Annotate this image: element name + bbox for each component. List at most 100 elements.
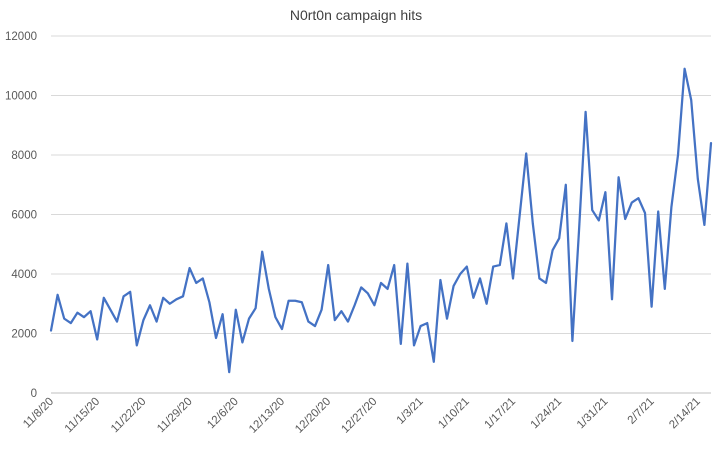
series-group [49, 67, 713, 374]
data-point [525, 152, 527, 154]
data-point [340, 310, 342, 312]
data-point [182, 295, 184, 297]
data-point [307, 320, 309, 322]
data-point [419, 325, 421, 327]
data-point [604, 191, 606, 193]
data-point [89, 310, 91, 312]
data-point [393, 264, 395, 266]
data-point [452, 285, 454, 287]
data-point [334, 319, 336, 321]
data-point [472, 297, 474, 299]
data-point [327, 264, 329, 266]
data-point [96, 338, 98, 340]
x-tick-label: 11/8/20 [21, 396, 56, 431]
data-point [485, 303, 487, 305]
data-point [545, 282, 547, 284]
data-point [149, 304, 151, 306]
data-point [241, 341, 243, 343]
data-point [558, 237, 560, 239]
data-point [446, 317, 448, 319]
y-tick-label: 4000 [11, 269, 37, 281]
x-tick-label: 11/29/20 [155, 396, 195, 436]
data-point [644, 212, 646, 214]
data-point [353, 304, 355, 306]
x-tick-label: 12/27/20 [339, 396, 379, 436]
data-point [63, 317, 65, 319]
data-point [400, 343, 402, 345]
data-point [518, 215, 520, 217]
x-tick-label: 2/7/21 [626, 396, 657, 427]
data-point [320, 309, 322, 311]
data-point [439, 279, 441, 281]
y-tick-label: 10000 [5, 91, 37, 103]
data-point [492, 265, 494, 267]
data-point [677, 154, 679, 156]
data-point [584, 111, 586, 113]
data-point [565, 184, 567, 186]
y-tick-label: 6000 [11, 210, 37, 222]
data-point [83, 316, 85, 318]
x-tick-label: 1/10/21 [436, 396, 472, 432]
data-point [70, 322, 72, 324]
data-point [261, 250, 263, 252]
data-point [268, 288, 270, 290]
data-point [360, 286, 362, 288]
data-point [551, 249, 553, 251]
data-point [195, 282, 197, 284]
data-point [215, 337, 217, 339]
data-point [175, 298, 177, 300]
y-tick-label: 2000 [11, 329, 37, 341]
data-point [664, 288, 666, 290]
data-point [413, 344, 415, 346]
chart-title: N0rt0n campaign hits [290, 7, 422, 23]
data-point [499, 264, 501, 266]
data-point [598, 219, 600, 221]
data-point [703, 224, 705, 226]
data-point [657, 210, 659, 212]
data-point [287, 300, 289, 302]
data-point [617, 176, 619, 178]
data-point [591, 209, 593, 211]
y-tick-label: 8000 [11, 150, 37, 162]
data-point [116, 320, 118, 322]
data-point [571, 340, 573, 342]
data-point [314, 325, 316, 327]
x-tick-label: 11/22/20 [109, 396, 149, 436]
x-tick-label: 1/24/21 [529, 396, 565, 432]
data-point [221, 313, 223, 315]
data-point [479, 277, 481, 279]
data-point [466, 265, 468, 267]
data-point [202, 277, 204, 279]
y-axis-tick-labels: 0 2000 4000 6000 8000 10000 12000 [5, 31, 37, 400]
data-point [367, 292, 369, 294]
data-point [690, 99, 692, 101]
gridlines [51, 35, 711, 394]
data-point [129, 291, 131, 293]
data-point [301, 301, 303, 303]
data-point [406, 262, 408, 264]
data-point [631, 201, 633, 203]
x-axis-tick-labels: 11/8/20 11/15/20 11/22/20 11/29/20 12/6/20 12… [21, 396, 703, 436]
data-point [670, 206, 672, 208]
data-point [281, 328, 283, 330]
data-point [373, 304, 375, 306]
data-point [228, 371, 230, 373]
data-point [532, 222, 534, 224]
x-tick-label: 12/13/20 [247, 396, 287, 436]
data-point [103, 297, 105, 299]
data-point [538, 277, 540, 279]
x-tick-label: 1/31/21 [575, 396, 611, 432]
y-tick-label: 0 [31, 388, 37, 400]
data-point [208, 301, 210, 303]
data-point [294, 300, 296, 302]
data-point [505, 222, 507, 224]
data-point [512, 277, 514, 279]
data-point [169, 303, 171, 305]
y-tick-label: 12000 [5, 31, 37, 43]
data-point [386, 288, 388, 290]
data-point [380, 282, 382, 284]
x-tick-label: 1/17/21 [483, 396, 519, 432]
data-point [578, 230, 580, 232]
x-tick-label: 12/6/20 [205, 396, 241, 432]
